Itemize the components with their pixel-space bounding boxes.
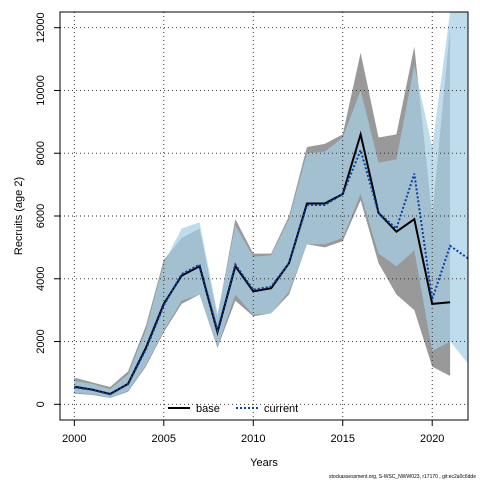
current-confidence-band	[74, 12, 468, 398]
current-line	[74, 147, 469, 396]
legend-current-label: current	[264, 403, 298, 415]
x-tick-label: 2020	[420, 433, 444, 445]
y-axis-title: Recruits (age 2)	[13, 177, 25, 255]
grid-lines	[60, 12, 468, 420]
legend: base current	[168, 403, 298, 415]
y-tick-label: 12000	[35, 12, 47, 43]
x-tick-label: 2010	[241, 433, 265, 445]
confidence-bands	[74, 12, 468, 399]
y-tick-label: 6000	[35, 204, 47, 228]
x-axis: 2000 2005 2010 2015 2020	[62, 419, 444, 445]
x-tick-label: 2000	[62, 433, 86, 445]
y-tick-label: 0	[35, 401, 47, 407]
y-tick-label: 10000	[35, 75, 47, 106]
legend-base-label: base	[196, 403, 220, 415]
y-tick-label: 2000	[35, 329, 47, 353]
y-axis: 0 2000 4000 6000 8000 10000 12000	[35, 12, 61, 407]
y-tick-label: 8000	[35, 141, 47, 165]
series-lines	[74, 130, 469, 396]
x-tick-label: 2005	[152, 433, 176, 445]
y-tick-label: 4000	[35, 267, 47, 291]
x-tick-label: 2015	[330, 433, 354, 445]
x-axis-title: Years	[250, 457, 278, 469]
footer-note: stockassessment.org, S-WSC_NWW023, r1717…	[329, 474, 476, 480]
